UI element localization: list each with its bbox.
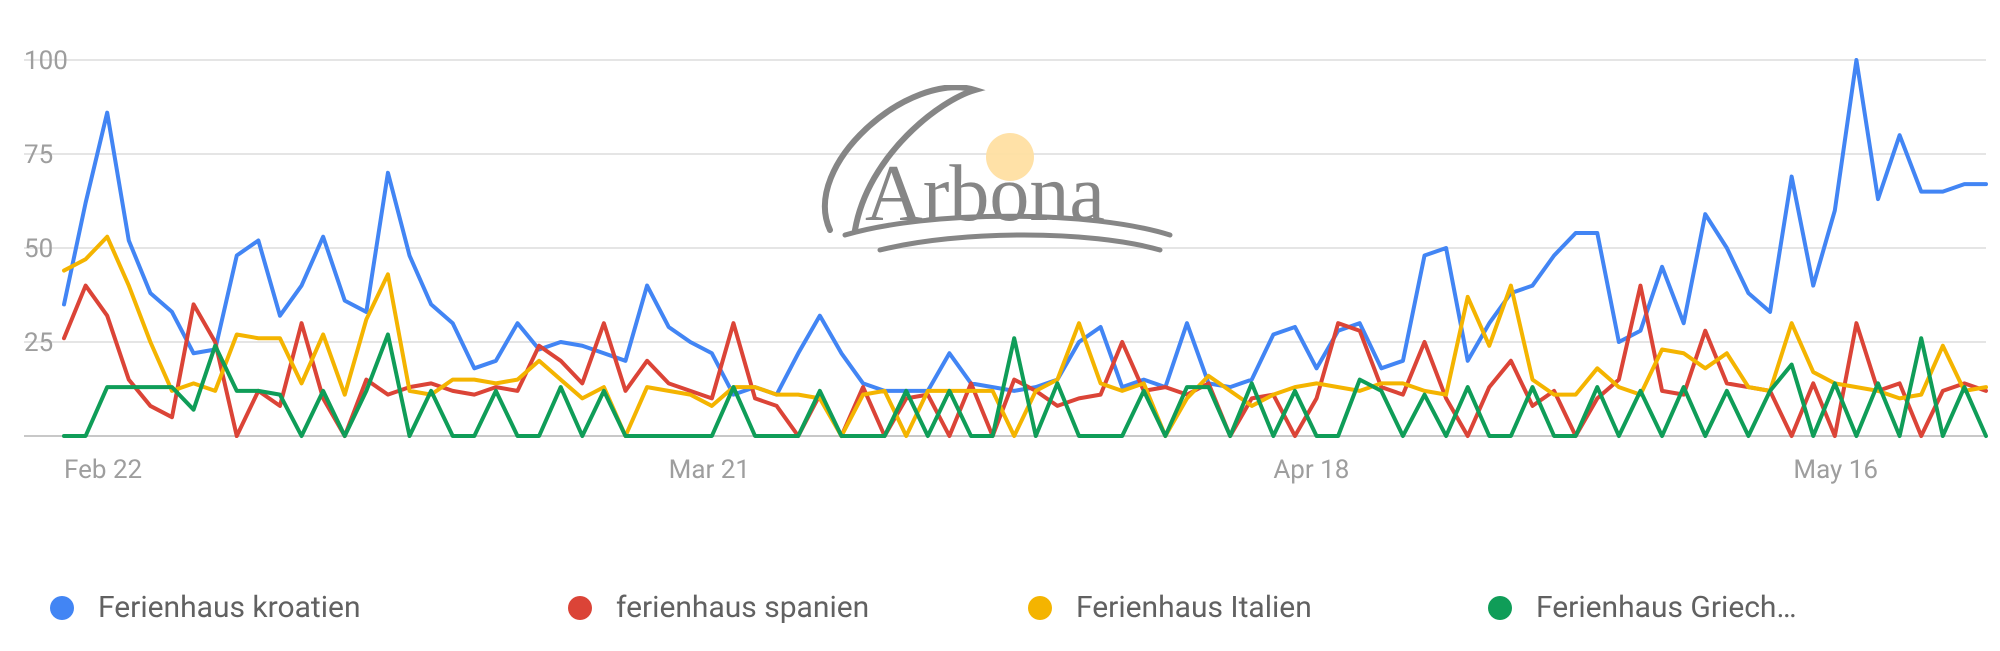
legend-item[interactable]: Ferienhaus Griech… [1430,590,1890,625]
legend-dot-icon [1028,596,1052,620]
y-tick-label: 75 [24,140,53,170]
legend-dot-icon [1488,596,1512,620]
legend-label: Ferienhaus Griech… [1536,590,1797,625]
x-tick-label: Apr 18 [1273,455,1349,485]
legend-item[interactable]: Ferienhaus Italien [970,590,1430,625]
arbona-watermark: Arbona [770,85,1210,275]
x-tick-label: May 16 [1793,455,1878,485]
legend-dot-icon [50,596,74,620]
y-tick-label: 100 [24,46,68,76]
x-tick-label: Mar 21 [669,455,750,485]
y-tick-label: 50 [24,234,53,264]
legend-dot-icon [568,596,592,620]
legend-item[interactable]: ferienhaus spanien [510,590,970,625]
x-axis-labels: Feb 22 Mar 21 Apr 18 May 16 [64,455,1878,485]
legend-item[interactable]: Ferienhaus kroatien [50,590,510,625]
legend-label: Ferienhaus kroatien [98,590,361,625]
x-tick-label: Feb 22 [64,455,142,485]
legend-label: Ferienhaus Italien [1076,590,1312,625]
y-axis-labels: 25 50 75 100 [24,46,68,358]
legend-label: ferienhaus spanien [616,590,869,625]
y-tick-label: 25 [24,328,53,358]
chart-legend: Ferienhaus kroatien ferienhaus spanien Fer… [50,590,1890,625]
